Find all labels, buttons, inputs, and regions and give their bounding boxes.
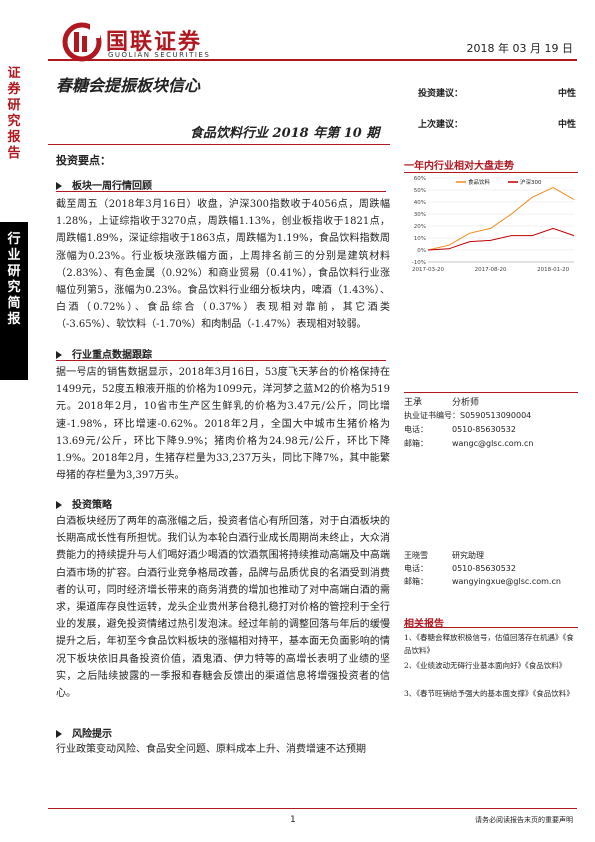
chart-x-tick-label: 2017-08-20 <box>475 267 507 273</box>
side-band-bottom <box>0 222 28 380</box>
chart-y-tick-label: 10% <box>414 236 426 242</box>
chart-series-line-food-beverage <box>427 187 575 251</box>
analyst-1-name: 王承 <box>404 398 423 408</box>
chart-y-tick-label: 60% <box>414 176 426 182</box>
analyst-1-name-row: 王承 分析师 <box>404 395 479 408</box>
analyst-2-email-label: 邮箱： <box>404 577 428 586</box>
section-divider <box>56 360 386 361</box>
analyst-1-phone: 0510-85630532 <box>452 425 516 434</box>
report-subtitle: 食品饮料行业 2018 年第 10 期 <box>190 126 380 141</box>
chart-y-tick-label: 50% <box>414 188 426 194</box>
chart-title-divider <box>404 172 578 173</box>
page-number: 1 <box>290 815 296 825</box>
chart-y-tick-label: 30% <box>414 212 426 218</box>
chart-legend-label: 食品饮料 <box>468 178 491 186</box>
footer-disclaimer[interactable]: 请务必阅读报告末页的重要声明 <box>475 816 573 824</box>
logo-text-cn: 国联证券 <box>106 30 203 55</box>
chart-legend: 食品饮料 沪深300 <box>456 178 542 186</box>
section-text-strategy: 白酒板块经历了两年的高涨幅之后，投资者信心有所回落，对于白酒板块的长期高成长性有… <box>56 516 390 700</box>
analyst-2-email-row: 邮箱： wangyingxue@glsc.com.cn <box>404 576 561 587</box>
analyst-2-phone-label: 电话： <box>404 564 428 573</box>
header-divider <box>48 59 577 61</box>
analyst-1-role: 分析师 <box>452 398 480 408</box>
side-label-report-type: 证 券 研 究 报 告 <box>7 66 21 161</box>
bullet-triangle-icon <box>56 501 62 509</box>
side-band-top <box>0 60 28 200</box>
analyst-2-phone-row: 电话： 0510-85630532 <box>404 563 516 574</box>
related-reports-divider <box>404 627 578 628</box>
section-divider <box>56 191 386 192</box>
related-reports-title: 相关报告 <box>404 619 444 630</box>
analyst-2-phone: 0510-85630532 <box>452 564 516 573</box>
company-logo: 国联证券 GUOLIAN SECURITIES <box>62 22 222 62</box>
chart-series-lines <box>427 187 575 251</box>
analyst-1-email-row: 邮箱： wangc@glsc.com.cn <box>404 438 534 449</box>
chart-grid <box>428 177 574 263</box>
chart-y-tick-label: 0% <box>417 248 426 254</box>
analyst-1-cert-row: 执业证书编号：S0590513090004 <box>404 410 531 421</box>
section-text-data-tracking: 据一号店的销售数据显示，2018年3月16日，53度飞天茅台的价格保持在1499… <box>56 367 390 482</box>
report-date: 2018 年 03 月 19 日 <box>466 42 573 55</box>
rating-current-value: 中性 <box>557 89 576 99</box>
footer-divider <box>48 808 577 809</box>
related-report-item[interactable]: 2、《业绩波动无碍行业基本面向好》《食品饮料》 <box>404 661 567 670</box>
analyst-1-phone-label: 电话： <box>404 425 428 434</box>
analyst-1-phone-row: 电话： 0510-85630532 <box>404 424 516 435</box>
report-title: 春糖会提振板块信心 <box>56 76 201 95</box>
chart-legend-label: 沪深300 <box>520 178 542 186</box>
analyst-1-email-label: 邮箱： <box>404 439 428 448</box>
section-text-market-review: 截至周五（2018年3月16日）收盘，沪深300指数收于4056点，周跌幅1.2… <box>56 199 390 331</box>
chart-y-tick-label: -10% <box>412 260 426 266</box>
title-divider <box>48 144 390 145</box>
section-text-risk: 行业政策变动风险、食品安全问题、原料成本上升、消费增速不达预期 <box>56 744 366 755</box>
chart-y-axis-labels: 60% 50% 40% 30% 20% 10% 0% -10% <box>412 176 426 266</box>
side-label-report-category: 行 业 研 究 简 报 <box>7 232 21 327</box>
rating-current-label: 投资建议： <box>418 89 464 99</box>
logo-mark-icon <box>62 22 102 62</box>
analyst-2-name: 王晓雪 <box>404 551 428 560</box>
chart-title: 一年内行业相对大盘走势 <box>404 161 514 172</box>
section-heading-data-tracking: 行业重点数据跟踪 <box>56 346 386 361</box>
logo-text-en: GUOLIAN SECURITIES <box>108 51 211 59</box>
chart-y-tick-label: 40% <box>414 200 426 206</box>
related-report-item[interactable]: 1、《春糖会释放积极信号，估值回落存在机遇》《食品饮料》 <box>404 633 574 655</box>
rating-previous-label: 上次建议： <box>418 120 464 130</box>
section-heading-strategy: 投资策略 <box>56 496 386 511</box>
analyst-2-role: 研究助理 <box>452 551 484 560</box>
chart-y-tick-label: 20% <box>414 224 426 230</box>
bullet-triangle-icon <box>56 182 62 190</box>
analyst-divider <box>404 392 578 393</box>
analyst-1-cert: S0590513090004 <box>460 411 532 420</box>
analyst-1-email[interactable]: wangc@glsc.com.cn <box>452 439 534 448</box>
section-heading-market-review: 板块一周行情回顾 <box>56 177 386 192</box>
bullet-triangle-icon <box>56 730 62 738</box>
analyst-2-email[interactable]: wangyingxue@glsc.com.cn <box>452 577 561 586</box>
chart-x-tick-label: 2017-03-20 <box>412 267 444 273</box>
chart-x-axis-labels: 2017-03-20 2017-08-20 2018-01-20 <box>412 267 570 273</box>
trend-chart: 60%50%40%30%20%10%0%-10% 2017-03-20 2017-… <box>412 176 575 273</box>
chart-x-tick-label: 2018-01-20 <box>537 267 569 273</box>
section-heading-risk: 风险提示 <box>56 725 386 740</box>
analyst-1-cert-label: 执业证书编号： <box>404 411 460 420</box>
bullet-triangle-icon <box>56 351 62 359</box>
related-report-item[interactable]: 3、《春节旺销给予强大的基本面支撑》《食品饮料》 <box>404 689 574 698</box>
key-points-heading: 投资要点： <box>56 154 111 167</box>
rating-previous-value: 中性 <box>557 120 576 130</box>
chart-series-line-hs300 <box>427 227 575 251</box>
analyst-2-name-row: 王晓雪 研究助理 <box>404 550 484 561</box>
